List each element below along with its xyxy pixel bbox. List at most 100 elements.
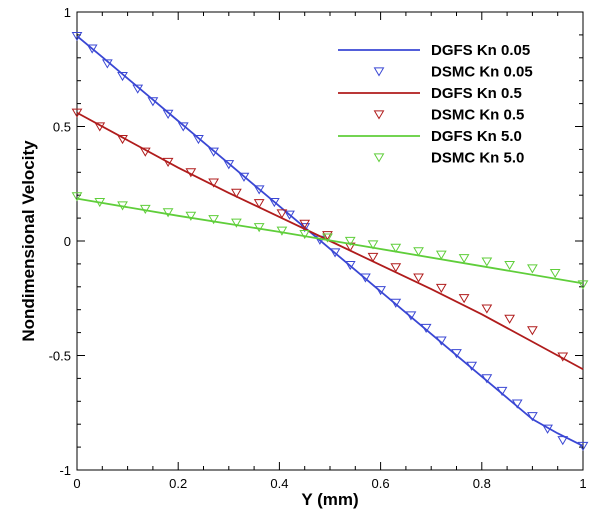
data-point bbox=[329, 248, 341, 258]
data-point bbox=[117, 201, 128, 211]
legend-entry-dgfs-kn-0-05: DGFS Kn 0.05 bbox=[338, 42, 530, 59]
data-point bbox=[367, 240, 379, 250]
data-point bbox=[481, 304, 493, 314]
legend-label: DSMC Kn 5.0 bbox=[431, 150, 524, 167]
legend-swatch bbox=[373, 153, 385, 163]
legend-swatch bbox=[373, 67, 385, 77]
series-layer bbox=[71, 31, 589, 451]
data-point bbox=[458, 294, 470, 304]
legend-label: DGFS Kn 0.05 bbox=[431, 42, 530, 59]
data-point bbox=[458, 254, 470, 264]
data-point bbox=[162, 157, 174, 168]
data-point bbox=[435, 250, 447, 260]
data-point bbox=[268, 197, 280, 208]
data-point bbox=[390, 243, 402, 253]
data-point bbox=[94, 122, 106, 132]
data-point bbox=[299, 230, 311, 240]
data-point bbox=[481, 257, 493, 267]
data-point bbox=[185, 211, 197, 221]
legend-entry-dsmc-kn-5-0: DSMC Kn 5.0 bbox=[373, 150, 524, 167]
data-point bbox=[139, 147, 151, 157]
data-point bbox=[139, 204, 151, 214]
data-point bbox=[405, 311, 417, 321]
data-point bbox=[451, 349, 462, 359]
legend-entry-dgfs-kn-5-0: DGFS Kn 5.0 bbox=[338, 128, 522, 145]
data-point bbox=[511, 399, 523, 409]
legend-entry-dgfs-kn-0-5: DGFS Kn 0.5 bbox=[338, 85, 522, 102]
legend-label: DSMC Kn 0.5 bbox=[431, 107, 524, 124]
y-tick-label: -1 bbox=[59, 463, 71, 478]
data-point bbox=[420, 323, 432, 334]
data-point bbox=[496, 386, 508, 397]
data-point bbox=[542, 424, 553, 434]
data-point bbox=[322, 231, 333, 241]
data-point bbox=[284, 210, 295, 220]
data-point bbox=[71, 31, 83, 42]
x-tick-label: 0.2 bbox=[169, 476, 187, 491]
data-point bbox=[231, 218, 242, 228]
axis-ticks bbox=[76, 11, 584, 471]
axis-tick-labels: 0 0.2 0.4 0.6 0.8 1 -1 -0.5 0 0.5 1 bbox=[49, 5, 587, 491]
data-point bbox=[577, 280, 589, 290]
data-point bbox=[177, 122, 189, 132]
data-point bbox=[101, 59, 113, 69]
x-tick-label: 0.4 bbox=[270, 476, 288, 491]
data-point bbox=[253, 185, 265, 195]
data-point bbox=[481, 374, 493, 384]
data-point bbox=[253, 223, 265, 233]
data-point bbox=[413, 273, 424, 283]
data-point bbox=[276, 209, 288, 219]
data-point bbox=[117, 72, 128, 82]
legend-label: DSMC Kn 0.05 bbox=[431, 64, 533, 81]
data-point bbox=[238, 172, 250, 182]
data-point bbox=[253, 199, 265, 209]
legend-label: DGFS Kn 0.5 bbox=[431, 85, 522, 102]
data-point bbox=[132, 84, 144, 94]
data-point bbox=[527, 264, 538, 274]
x-tick-label: 0.8 bbox=[473, 476, 491, 491]
data-point bbox=[375, 286, 386, 296]
data-point bbox=[147, 97, 159, 107]
data-point bbox=[208, 147, 219, 157]
x-tick-label: 1 bbox=[579, 476, 586, 491]
data-point bbox=[185, 168, 197, 178]
data-point bbox=[413, 247, 424, 257]
data-point bbox=[549, 268, 561, 279]
series-dgfs-kn-5-0 bbox=[76, 197, 584, 285]
data-point bbox=[527, 412, 538, 422]
data-point bbox=[360, 273, 371, 283]
y-tick-label: 0.5 bbox=[53, 120, 71, 135]
data-point bbox=[344, 260, 356, 271]
data-point bbox=[208, 215, 219, 225]
y-tick-label: 1 bbox=[64, 5, 71, 20]
legend-swatch bbox=[373, 110, 385, 120]
data-point bbox=[504, 260, 516, 271]
data-point bbox=[162, 109, 174, 119]
data-point bbox=[71, 108, 83, 118]
data-point bbox=[577, 441, 589, 451]
data-point bbox=[193, 134, 204, 145]
y-axis-title: Nondimensional Velocity bbox=[19, 140, 38, 342]
data-point bbox=[208, 178, 219, 188]
series-line bbox=[76, 197, 584, 285]
data-point bbox=[276, 226, 288, 236]
series-dsmc-kn-0-05 bbox=[71, 31, 589, 451]
data-point bbox=[390, 263, 402, 273]
data-point bbox=[86, 44, 98, 54]
y-tick-label: 0 bbox=[64, 234, 71, 249]
data-point bbox=[117, 134, 128, 145]
data-point bbox=[504, 314, 516, 324]
legend: DGFS Kn 0.05 DSMC Kn 0.05 DGFS Kn 0.5 DSMC … bbox=[338, 42, 533, 167]
data-point bbox=[466, 361, 478, 371]
legend-entry-dsmc-kn-0-05: DSMC Kn 0.05 bbox=[373, 64, 533, 81]
x-tick-label: 0.6 bbox=[372, 476, 390, 491]
data-point bbox=[344, 236, 356, 247]
data-point bbox=[223, 160, 235, 170]
data-point bbox=[557, 352, 569, 362]
data-point bbox=[435, 283, 447, 293]
legend-entry-dsmc-kn-0-5: DSMC Kn 0.5 bbox=[373, 107, 524, 124]
data-point bbox=[557, 436, 569, 446]
data-point bbox=[322, 233, 333, 243]
x-axis-title: Y (mm) bbox=[301, 490, 358, 509]
